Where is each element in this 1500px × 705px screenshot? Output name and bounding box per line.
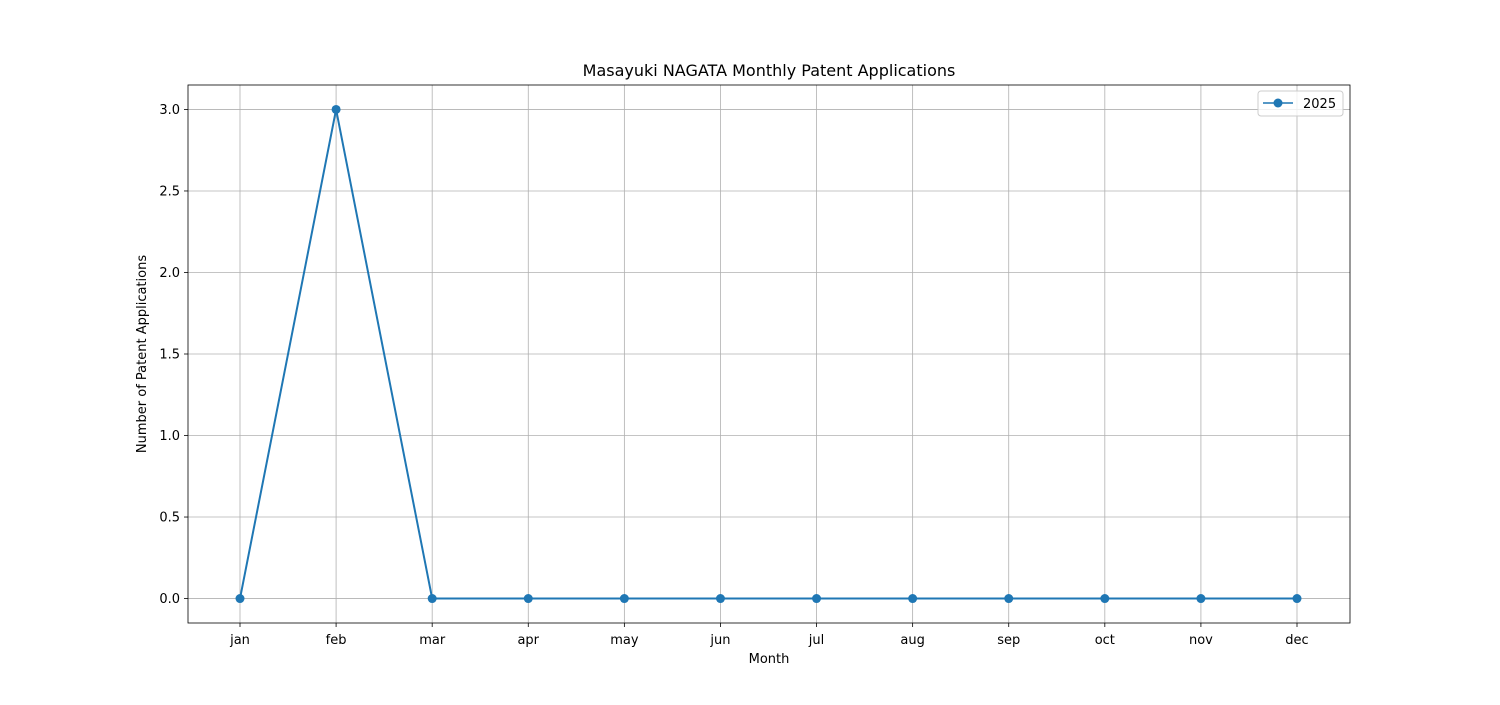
data-point <box>908 594 917 603</box>
y-tick-label: 2.5 <box>159 184 180 199</box>
x-tick-label: dec <box>1285 633 1308 648</box>
y-tick-label: 2.0 <box>159 266 180 281</box>
legend-marker-sample <box>1274 99 1283 108</box>
y-tick-label: 1.5 <box>159 348 180 363</box>
data-point <box>1293 594 1302 603</box>
x-tick-label: feb <box>326 633 347 648</box>
y-tick-label: 0.0 <box>159 592 180 607</box>
x-tick-label: mar <box>419 633 446 648</box>
x-tick-label: oct <box>1095 633 1115 648</box>
data-point <box>236 594 245 603</box>
legend-label: 2025 <box>1303 97 1336 112</box>
data-point <box>620 594 629 603</box>
data-point <box>524 594 533 603</box>
x-tick-label: jun <box>709 633 730 648</box>
x-axis-title: Month <box>749 652 790 667</box>
legend: 2025 <box>1258 91 1343 116</box>
data-point <box>1100 594 1109 603</box>
x-tick-label: may <box>610 633 639 648</box>
y-tick-label: 3.0 <box>159 103 180 118</box>
grid <box>188 85 1350 623</box>
x-tick-label: aug <box>900 633 924 648</box>
data-point <box>1004 594 1013 603</box>
x-axis: jan feb mar apr may jun jul aug sep oct nov dec <box>229 623 1309 648</box>
x-tick-label: jan <box>229 633 250 648</box>
x-tick-label: sep <box>997 633 1020 648</box>
data-point <box>428 594 437 603</box>
y-tick-label: 0.5 <box>159 511 180 526</box>
x-tick-label: nov <box>1189 633 1213 648</box>
data-point <box>716 594 725 603</box>
x-tick-label: apr <box>517 633 539 648</box>
data-point <box>332 105 341 114</box>
x-tick-label: jul <box>808 633 824 648</box>
data-point <box>1196 594 1205 603</box>
y-axis-title: Number of Patent Applications <box>135 255 150 453</box>
data-point <box>812 594 821 603</box>
chart-title: Masayuki NAGATA Monthly Patent Applicati… <box>583 61 956 80</box>
y-axis: 0.0 0.5 1.0 1.5 2.0 2.5 3.0 <box>159 103 188 607</box>
y-tick-label: 1.0 <box>159 429 180 444</box>
